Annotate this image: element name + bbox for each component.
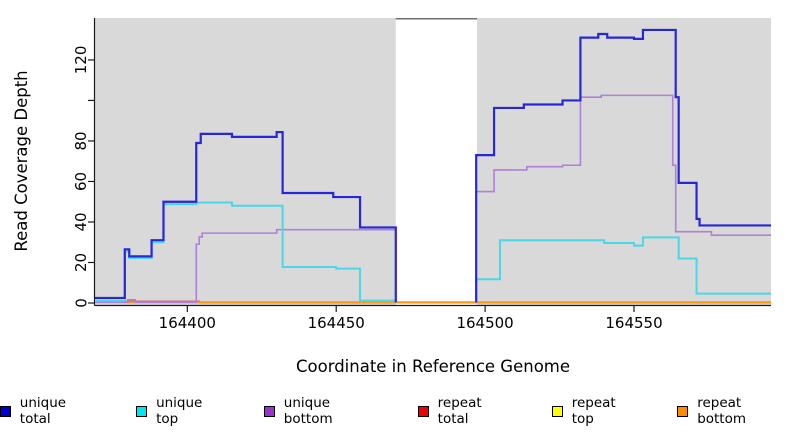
legend-label: repeat total <box>437 395 482 427</box>
repeat-total-swatch-icon <box>417 405 429 417</box>
repeat-bottom-swatch-icon <box>677 405 689 417</box>
legend-item-unique-total: unique total <box>0 395 99 427</box>
legend-item-repeat-total: repeat total <box>417 395 515 427</box>
legend-label: repeat top <box>571 395 616 427</box>
masked-region <box>395 19 478 305</box>
series-unique-bottom <box>95 228 397 303</box>
legend-label: unique top <box>156 395 203 427</box>
plot-svg: 164400 164450 164500 164550 0 20 40 60 80 120 Coo… <box>12 18 771 376</box>
y-tick-label: 60 <box>72 172 90 191</box>
series-unique-total <box>95 130 397 303</box>
y-tick-label: 40 <box>72 212 90 231</box>
y-tick-label: 0 <box>72 298 90 308</box>
x-tick-label: 164550 <box>605 314 662 332</box>
series-unique-top <box>475 236 771 303</box>
y-tick-label: 20 <box>72 253 90 272</box>
series-unique-total <box>475 28 771 303</box>
legend: unique total unique top unique bottom re… <box>0 394 792 428</box>
unique-top-swatch-icon <box>136 405 148 417</box>
y-tick-label: 80 <box>72 131 90 150</box>
unique-total-swatch-icon <box>0 405 11 417</box>
legend-item-unique-top: unique top <box>136 395 227 427</box>
x-tick-label: 164500 <box>456 314 513 332</box>
legend-label: unique total <box>19 395 67 427</box>
x-tick-label: 164400 <box>159 314 216 332</box>
legend-label: repeat bottom <box>697 395 747 427</box>
y-tick-label: 120 <box>72 46 90 75</box>
legend-item-unique-bottom: unique bottom <box>264 395 381 427</box>
legend-item-repeat-bottom: repeat bottom <box>677 395 792 427</box>
x-axis-title: Coordinate in Reference Genome <box>296 357 570 376</box>
legend-item-repeat-top: repeat top <box>551 395 640 427</box>
legend-label: unique bottom <box>283 395 333 427</box>
repeat-top-swatch-icon <box>551 405 563 417</box>
unique-bottom-swatch-icon <box>264 405 275 417</box>
plot-dynamic: 164400 164450 164500 164550 0 20 40 60 80 120 <box>72 18 771 332</box>
x-tick-label: 164450 <box>308 314 365 332</box>
y-axis-title: Read Coverage Depth <box>12 70 31 251</box>
